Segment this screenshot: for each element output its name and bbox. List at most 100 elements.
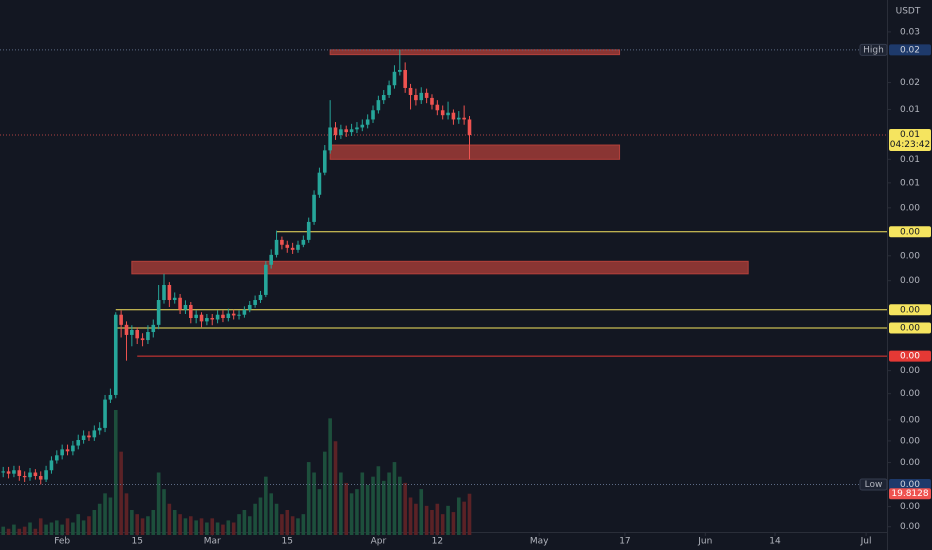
y-tick-label: 0.00: [900, 502, 920, 512]
volume-bar: [151, 510, 156, 535]
volume-bar: [183, 518, 188, 535]
candle-body: [285, 244, 290, 248]
candle-body: [151, 324, 156, 333]
candle-body: [467, 119, 472, 135]
volume-bar: [97, 503, 102, 535]
candle-body: [49, 460, 54, 471]
candle-body: [408, 87, 413, 95]
x-tick-label: Feb: [54, 537, 70, 547]
candle-body: [113, 314, 118, 395]
candle-body: [215, 314, 220, 320]
volume-bar: [71, 522, 75, 535]
candle-body: [226, 313, 231, 319]
volume-bar: [167, 503, 172, 535]
volume-bar: [38, 518, 43, 535]
level-label: 0.00: [900, 305, 920, 315]
volume-bar: [381, 480, 386, 535]
volume-bar: [269, 493, 273, 535]
candle-body: [269, 254, 273, 265]
volume-bar: [210, 518, 215, 535]
candle-body: [28, 472, 32, 478]
volume-bar: [333, 441, 338, 535]
volume-bar: [92, 510, 97, 535]
candle-body: [231, 313, 236, 316]
x-tick-label: 15: [131, 537, 142, 547]
x-tick-label: Mar: [204, 537, 221, 547]
volume-bar: [258, 497, 263, 535]
level-label-box: [889, 226, 931, 238]
volume-bar: [60, 524, 64, 535]
volume-bar: [33, 528, 38, 535]
y-tick-label: 0.01: [900, 178, 920, 188]
volume-bar: [162, 489, 166, 535]
x-tick-label: 15: [282, 537, 293, 547]
volume-bar: [408, 497, 413, 535]
candle-body: [156, 300, 161, 325]
currency-label: USDT: [896, 7, 921, 17]
candle-body: [71, 445, 75, 452]
volume-bar: [103, 493, 107, 535]
volume-bar: [146, 516, 150, 535]
candle-body: [317, 172, 322, 195]
candle-body: [188, 304, 193, 319]
candle-body: [1, 471, 6, 473]
candle-body: [162, 284, 166, 301]
candle-body: [446, 112, 450, 116]
candle-body: [237, 314, 241, 316]
volume-bar: [387, 472, 391, 535]
volume-bar: [205, 522, 209, 535]
candle-body: [387, 85, 391, 95]
candle-body: [38, 476, 43, 480]
candle-body: [119, 314, 123, 325]
candle-body: [419, 92, 424, 101]
volume-bar: [237, 514, 241, 535]
level-label-box: [889, 304, 931, 316]
candle-body: [264, 264, 268, 295]
y-tick-label: 0.03: [900, 27, 920, 37]
volume-bar: [280, 514, 284, 535]
y-tick-label: 0.01: [900, 155, 920, 165]
volume-bar: [312, 472, 316, 535]
candle-body: [97, 427, 102, 431]
candle-body: [371, 110, 375, 120]
y-tick-label: 0.00: [900, 389, 920, 399]
volume-bar: [301, 514, 306, 535]
volume-bar: [414, 503, 418, 535]
y-tick-label: 0.00: [900, 522, 920, 532]
volume-bar: [6, 528, 11, 535]
y-tick-label: 0.00: [900, 436, 920, 446]
x-tick-label: 12: [432, 537, 443, 547]
y-tick-label: 0.00: [900, 276, 920, 286]
candle-body: [462, 117, 466, 120]
candle-body: [178, 297, 182, 310]
volume-bar: [231, 522, 236, 535]
volume-bar: [376, 466, 381, 535]
candle-body: [183, 304, 188, 310]
candle-body: [381, 94, 386, 101]
volume-bar: [124, 493, 129, 535]
candle-body: [60, 449, 64, 456]
candle-body: [140, 338, 145, 341]
candle-body: [301, 239, 306, 245]
candle-body: [296, 244, 300, 250]
volume-bar: [215, 522, 220, 535]
volume-bar: [296, 518, 300, 535]
candle-body: [333, 127, 338, 135]
volume-bar: [451, 512, 456, 535]
volume-bar: [253, 503, 257, 535]
candle-body: [344, 129, 349, 133]
volume-bar: [87, 516, 91, 535]
candle-body: [103, 399, 107, 428]
volume-bar: [403, 482, 407, 535]
candle-body: [328, 127, 332, 151]
volume-bar: [371, 476, 375, 535]
volume-label: 19.8128: [891, 489, 928, 499]
zone: [329, 49, 621, 56]
y-tick-label: 0.01: [900, 105, 920, 115]
candle-body: [22, 476, 27, 478]
candle-body: [135, 329, 140, 339]
candle-body: [274, 239, 279, 255]
